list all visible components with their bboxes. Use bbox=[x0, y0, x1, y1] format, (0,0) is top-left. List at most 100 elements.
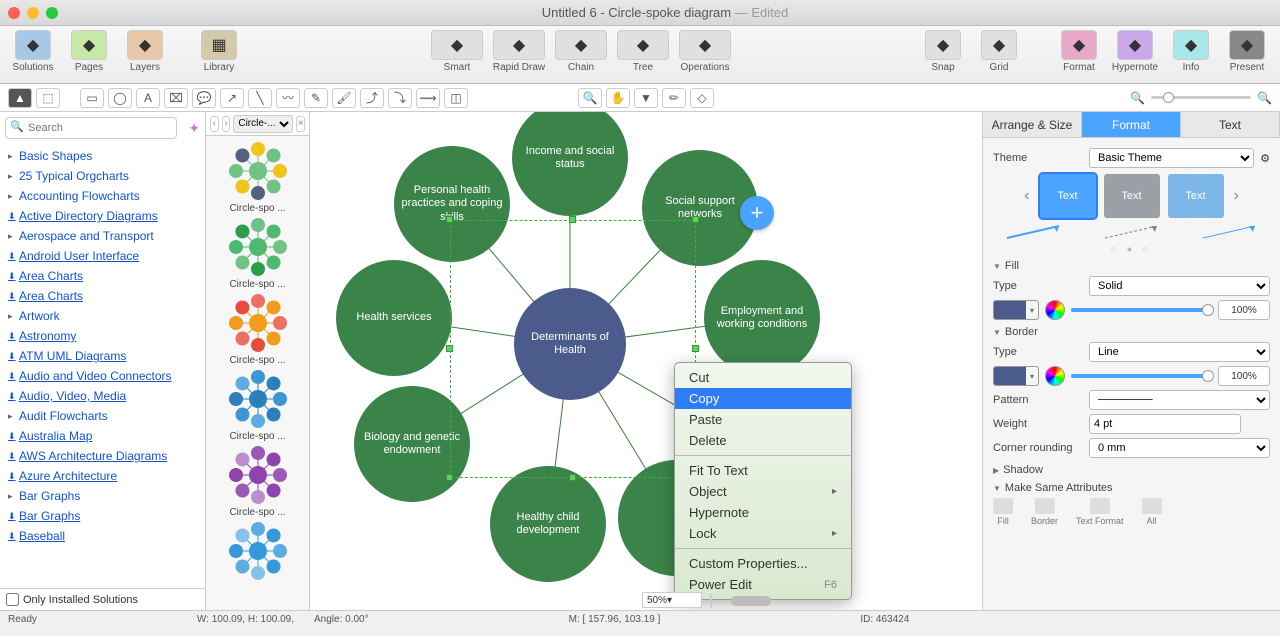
tab-format[interactable]: Format bbox=[1082, 112, 1181, 137]
zoom-select[interactable]: 50% ▾ bbox=[642, 592, 702, 608]
outer-node[interactable]: Health services bbox=[336, 260, 452, 376]
library-item[interactable]: Bar Graphs bbox=[6, 506, 199, 526]
canvas[interactable]: Income and social statusSocial support n… bbox=[310, 112, 982, 610]
library-item[interactable]: Artwork bbox=[6, 306, 199, 326]
crop-tool[interactable]: ◫ bbox=[444, 88, 468, 108]
library-item[interactable]: ATM UML Diagrams bbox=[6, 346, 199, 366]
fill-section[interactable]: Fill bbox=[993, 260, 1270, 272]
library-button[interactable]: ▦ Library bbox=[194, 30, 244, 73]
stamp-tool[interactable]: ▼ bbox=[634, 88, 658, 108]
connector2-tool[interactable]: ⤵ bbox=[388, 88, 412, 108]
zoom-in-icon[interactable]: 🔍 bbox=[1257, 91, 1272, 105]
style-card[interactable]: Text bbox=[1104, 174, 1160, 218]
style-prev[interactable]: ‹ bbox=[1022, 187, 1031, 205]
arrow-style-2[interactable] bbox=[1103, 224, 1161, 240]
eyedrop-tool[interactable]: ✏ bbox=[662, 88, 686, 108]
zoom-out-icon[interactable]: 🔍 bbox=[1130, 91, 1145, 105]
search-input[interactable] bbox=[5, 117, 177, 139]
library-list[interactable]: Basic Shapes25 Typical OrgchartsAccounti… bbox=[0, 144, 205, 588]
library-item[interactable]: Azure Architecture bbox=[6, 466, 199, 486]
library-item[interactable]: Astronomy bbox=[6, 326, 199, 346]
minimize-icon[interactable] bbox=[27, 7, 39, 19]
border-color-swatch[interactable]: ▾ bbox=[993, 366, 1039, 386]
arrow-style-1[interactable] bbox=[1005, 224, 1063, 240]
stencil-item[interactable] bbox=[214, 520, 302, 583]
tab-arrange-size[interactable]: Arrange & Size bbox=[983, 112, 1082, 137]
menu-fit-to-text[interactable]: Fit To Text bbox=[675, 460, 851, 481]
outer-node[interactable]: Employment and working conditions bbox=[704, 260, 820, 376]
library-item[interactable]: Basic Shapes bbox=[6, 146, 199, 166]
menu-object[interactable]: Object bbox=[675, 481, 851, 502]
rapid-draw-button[interactable]: ◆Rapid Draw bbox=[490, 30, 548, 73]
grid-button[interactable]: ◆Grid bbox=[974, 30, 1024, 73]
pages-button[interactable]: ◆Pages bbox=[64, 30, 114, 73]
line-tool[interactable]: ╲ bbox=[248, 88, 272, 108]
menu-copy[interactable]: Copy bbox=[675, 388, 851, 409]
stencil-close[interactable]: × bbox=[296, 116, 305, 132]
smart-button[interactable]: ◆Smart bbox=[428, 30, 486, 73]
zoom-slider[interactable]: 🔍 🔍 bbox=[1130, 91, 1272, 105]
menu-custom-properties-[interactable]: Custom Properties... bbox=[675, 553, 851, 574]
library-item[interactable]: Area Charts bbox=[6, 286, 199, 306]
curve-tool[interactable]: 〰 bbox=[276, 88, 300, 108]
arrow-style-3[interactable] bbox=[1201, 224, 1259, 240]
library-item[interactable]: AWS Architecture Diagrams bbox=[6, 446, 199, 466]
eraser-tool[interactable]: ◇ bbox=[690, 88, 714, 108]
corner-select[interactable]: 0 mm bbox=[1089, 438, 1270, 458]
layers-button[interactable]: ◆Layers bbox=[120, 30, 170, 73]
operations-button[interactable]: ◆Operations bbox=[676, 30, 734, 73]
menu-hypernote[interactable]: Hypernote bbox=[675, 502, 851, 523]
library-item[interactable]: Android User Interface bbox=[6, 246, 199, 266]
callout-tool[interactable]: 💬 bbox=[192, 88, 216, 108]
brush-tool[interactable]: 🖌 bbox=[332, 88, 356, 108]
fill-opacity-value[interactable]: 100% bbox=[1218, 300, 1270, 320]
stencil-item[interactable]: Circle-spo ... bbox=[214, 444, 302, 518]
weight-input[interactable] bbox=[1089, 414, 1241, 434]
zoom-tool[interactable]: 🔍 bbox=[578, 88, 602, 108]
ellipse-tool[interactable]: ◯ bbox=[108, 88, 132, 108]
selection-handle[interactable] bbox=[692, 216, 699, 223]
library-item[interactable]: Area Charts bbox=[6, 266, 199, 286]
border-type-select[interactable]: Line bbox=[1089, 342, 1270, 362]
library-item[interactable]: Audit Flowcharts bbox=[6, 406, 199, 426]
attr-fill[interactable]: Fill bbox=[993, 498, 1013, 526]
h-scrollbar[interactable] bbox=[710, 594, 712, 608]
stencil-dropdown[interactable]: Circle-... bbox=[233, 115, 293, 133]
fill-color-swatch[interactable]: ▾ bbox=[993, 300, 1039, 320]
library-item[interactable]: Audio, Video, Media bbox=[6, 386, 199, 406]
style-card[interactable]: Text bbox=[1168, 174, 1224, 218]
menu-cut[interactable]: Cut bbox=[675, 367, 851, 388]
selection-handle[interactable] bbox=[692, 345, 699, 352]
menu-lock[interactable]: Lock bbox=[675, 523, 851, 544]
rect-tool[interactable]: ▭ bbox=[80, 88, 104, 108]
color-picker-icon[interactable] bbox=[1045, 300, 1065, 320]
library-item[interactable]: Aerospace and Transport bbox=[6, 226, 199, 246]
solutions-button[interactable]: ◆Solutions bbox=[8, 30, 58, 73]
outer-node[interactable]: Healthy child development bbox=[490, 466, 606, 582]
connector3-tool[interactable]: ⟿ bbox=[416, 88, 440, 108]
gear-icon[interactable]: ⚙ bbox=[1260, 152, 1270, 165]
pin-icon[interactable]: ✦ bbox=[188, 120, 200, 137]
close-icon[interactable] bbox=[8, 7, 20, 19]
info-button[interactable]: ◆Info bbox=[1166, 30, 1216, 73]
attr-border[interactable]: Border bbox=[1031, 498, 1058, 526]
selection-handle[interactable] bbox=[446, 345, 453, 352]
menu-paste[interactable]: Paste bbox=[675, 409, 851, 430]
text-tool[interactable]: A bbox=[136, 88, 160, 108]
tab-text[interactable]: Text bbox=[1181, 112, 1280, 137]
same-attr-section[interactable]: Make Same Attributes bbox=[993, 482, 1270, 494]
stencil-item[interactable]: Circle-spo ... bbox=[214, 292, 302, 366]
attr-text-format[interactable]: Text Format bbox=[1076, 498, 1124, 526]
border-section[interactable]: Border bbox=[993, 326, 1270, 338]
add-node-button[interactable]: + bbox=[740, 196, 774, 230]
library-item[interactable]: Active Directory Diagrams bbox=[6, 206, 199, 226]
format-button[interactable]: ◆Format bbox=[1054, 30, 1104, 73]
window-controls[interactable] bbox=[8, 7, 58, 19]
border-opacity-slider[interactable] bbox=[1071, 374, 1212, 378]
stencil-fwd[interactable]: › bbox=[222, 116, 231, 132]
selection-handle[interactable] bbox=[446, 216, 453, 223]
text-area-tool[interactable]: ⬚ bbox=[36, 88, 60, 108]
tree-button[interactable]: ◆Tree bbox=[614, 30, 672, 73]
chain-button[interactable]: ◆Chain bbox=[552, 30, 610, 73]
library-item[interactable]: Baseball bbox=[6, 526, 199, 546]
